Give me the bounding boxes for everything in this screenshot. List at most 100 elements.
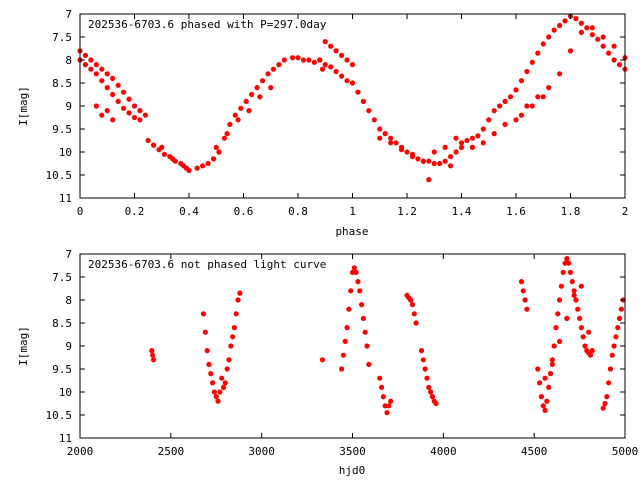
phased-data-point	[518, 112, 525, 118]
phased-data-point	[88, 57, 94, 63]
phased-data-point	[524, 103, 530, 109]
unphased-data-point	[564, 256, 570, 262]
unphased-data-point	[222, 380, 228, 386]
phased-data-point	[393, 140, 399, 146]
phased-data-point	[573, 16, 579, 22]
phased-data-point	[121, 105, 127, 111]
unphased-data-point	[613, 334, 619, 340]
unphased-data-point	[558, 283, 565, 289]
unphased-data-point	[544, 398, 550, 404]
phased-data-point	[328, 64, 334, 70]
unphased-data-point	[522, 297, 528, 303]
phased-data-point	[366, 108, 372, 114]
phased-data-point	[437, 160, 443, 167]
unphased-data-point	[344, 325, 350, 331]
unphased-data-point	[571, 288, 577, 294]
unphased-data-point	[228, 343, 234, 349]
phased-data-point	[265, 71, 271, 77]
phased-data-point	[131, 114, 138, 121]
unphased-data-point	[546, 384, 552, 390]
unphased-data-point	[542, 375, 548, 381]
phased-x-axis-label: phase	[335, 225, 368, 238]
phased-data-point	[453, 135, 459, 141]
unphased-data-point	[220, 384, 227, 390]
phased-y-tick-label: 9	[65, 100, 72, 113]
phased-data-point	[404, 149, 410, 155]
unphased-data-point	[606, 380, 612, 386]
phased-x-tick-label: 1.4	[452, 205, 472, 218]
phased-data-point	[349, 80, 356, 86]
phased-data-point	[216, 149, 222, 155]
unphased-y-tick-label: 9	[65, 340, 72, 353]
phased-data-point	[333, 48, 339, 54]
unphased-data-point	[576, 315, 583, 321]
phased-data-point	[420, 158, 426, 164]
phased-data-point	[616, 62, 623, 68]
unphased-data-point	[566, 260, 572, 266]
phased-data-point	[557, 22, 563, 29]
phased-data-point	[281, 57, 287, 63]
unphased-data-point	[388, 398, 394, 404]
phased-data-point	[311, 59, 317, 65]
unphased-data-point	[340, 352, 347, 358]
phased-x-tick-label: 1.8	[561, 205, 581, 218]
unphased-data-point	[429, 394, 436, 400]
phased-data-point	[137, 117, 143, 123]
unphased-y-tick-label: 11	[59, 432, 72, 445]
phased-data-point	[137, 108, 143, 114]
unphased-x-tick-label: 2500	[158, 445, 185, 458]
unphased-data-point	[358, 302, 365, 308]
phased-data-point	[589, 25, 595, 31]
phased-data-point	[161, 151, 168, 157]
phased-data-point	[131, 103, 138, 109]
unphased-y-tick-label: 8	[65, 294, 72, 307]
unphased-data-point	[413, 320, 419, 326]
unphased-data-point	[428, 389, 434, 395]
phased-data-point	[480, 140, 486, 146]
phased-data-point	[150, 142, 157, 148]
phased-data-point	[232, 112, 238, 118]
unphased-data-point	[422, 366, 428, 372]
unphased-data-point	[418, 348, 425, 354]
phased-data-point	[224, 131, 230, 137]
unphased-data-point	[211, 389, 218, 395]
phased-data-point	[491, 131, 497, 137]
unphased-data-point	[149, 348, 155, 354]
unphased-data-point	[578, 283, 585, 289]
phased-data-point	[289, 55, 296, 61]
phased-data-point	[126, 110, 132, 116]
unphased-data-point	[542, 407, 548, 413]
phased-data-point	[82, 52, 89, 59]
unphased-data-point	[537, 380, 543, 386]
phased-data-point	[88, 66, 94, 72]
phased-data-point	[317, 57, 323, 63]
unphased-light-curve-chart: 2000 2500 3000 3500 4000 4500 5000 7 7.5 8 8.5 9 9.…	[17, 248, 638, 477]
phased-data-point	[448, 154, 454, 160]
unphased-y-tick-label: 10	[59, 386, 72, 399]
phased-y-ticks: 7 7.5 8 8.5 9 9.5 10 10.5 11	[46, 8, 625, 205]
unphased-y-tick-label: 10.5	[46, 409, 73, 422]
unphased-x-tick-label: 4000	[430, 445, 457, 458]
phased-x-tick-label: 2	[622, 205, 629, 218]
unphased-data-point	[578, 325, 585, 331]
phased-data-points	[77, 13, 628, 183]
phased-data-point	[562, 18, 568, 24]
unphased-data-point	[420, 357, 426, 363]
unphased-data-point	[380, 394, 386, 400]
phased-y-tick-label: 10.5	[46, 169, 73, 182]
phased-data-point	[93, 71, 99, 77]
phased-x-tick-label: 1.6	[506, 205, 526, 218]
unphased-data-point	[549, 357, 555, 363]
unphased-data-point	[384, 410, 390, 416]
phased-data-point	[99, 112, 105, 118]
phased-light-curve-chart: 0 0.2 0.4 0.6 0.8 1 1.2 1.4 1.6 1.8 2 7 7.5 8 8.5 9 9.5…	[17, 8, 628, 238]
phased-data-point	[344, 57, 350, 63]
unphased-y-tick-label: 8.5	[52, 317, 72, 330]
phased-data-point	[295, 55, 301, 61]
phased-data-point	[535, 50, 541, 56]
unphased-data-point	[319, 357, 326, 363]
phased-data-point	[600, 43, 606, 49]
unphased-data-point	[208, 371, 214, 377]
phased-data-point	[319, 66, 326, 72]
phased-data-point	[104, 85, 110, 91]
